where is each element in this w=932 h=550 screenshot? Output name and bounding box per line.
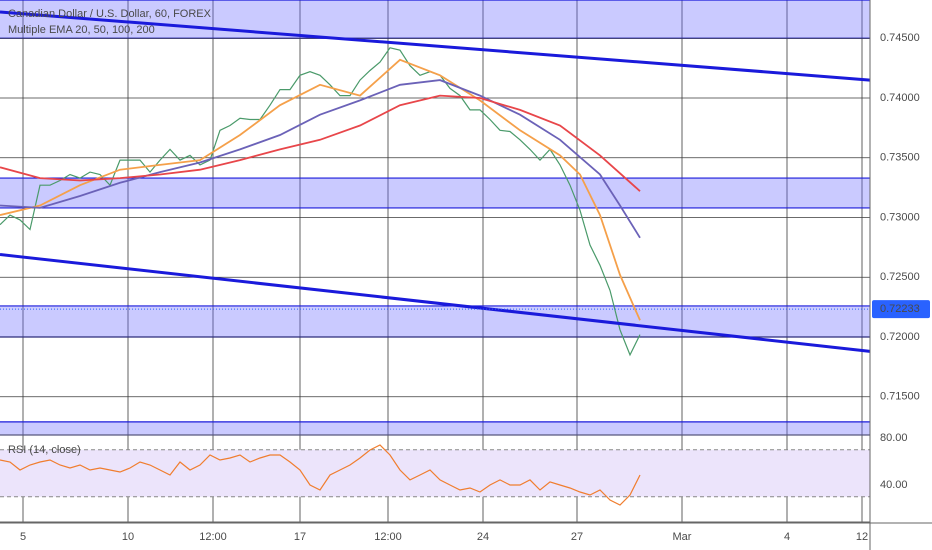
- series-line: [0, 94, 641, 192]
- y-tick-label: 0.74000: [880, 92, 920, 104]
- y-tick-label: 0.74500: [880, 32, 920, 44]
- series-line: [0, 47, 641, 357]
- y-tick-label: 0.72000: [880, 331, 920, 343]
- chart-title: RSI (14, close): [8, 444, 81, 456]
- series-line: [0, 58, 641, 321]
- x-tick-label: 12: [856, 531, 868, 543]
- y-tick-label: 0.72500: [880, 271, 920, 283]
- x-tick-label: 17: [294, 531, 306, 543]
- x-tick-label: Mar: [673, 531, 692, 543]
- chart-title: Canadian Dollar / U.S. Dollar, 60, FOREX: [8, 8, 212, 20]
- last-price-box: [872, 300, 930, 319]
- x-tick-label: 27: [571, 531, 583, 543]
- y-tick-label: 0.71500: [880, 391, 920, 403]
- series-line: [0, 444, 641, 506]
- chart-subtitle: Multiple EMA 20, 50, 100, 200: [8, 24, 155, 36]
- y-tick-label: 0.73000: [880, 211, 920, 223]
- x-tick-label: 10: [122, 531, 134, 543]
- zone: [0, 178, 870, 208]
- trend-line: [0, 10, 871, 82]
- x-tick-label: 5: [20, 531, 26, 543]
- x-tick-label: 12:00: [374, 531, 402, 543]
- y-tick-label: 80.00: [880, 432, 908, 444]
- x-tick-label: 4: [784, 531, 790, 543]
- rsi-band: [0, 449, 870, 497]
- last-price-label: 0.72233: [880, 303, 920, 315]
- y-tick-label: 40.00: [880, 479, 908, 491]
- zone: [0, 0, 870, 39]
- trend-line: [0, 253, 871, 353]
- zone: [0, 421, 870, 435]
- series-line: [0, 79, 641, 239]
- x-tick-label: 12:00: [199, 531, 227, 543]
- y-tick-label: 0.73500: [880, 152, 920, 164]
- x-tick-label: 24: [477, 531, 489, 543]
- zone: [0, 305, 870, 338]
